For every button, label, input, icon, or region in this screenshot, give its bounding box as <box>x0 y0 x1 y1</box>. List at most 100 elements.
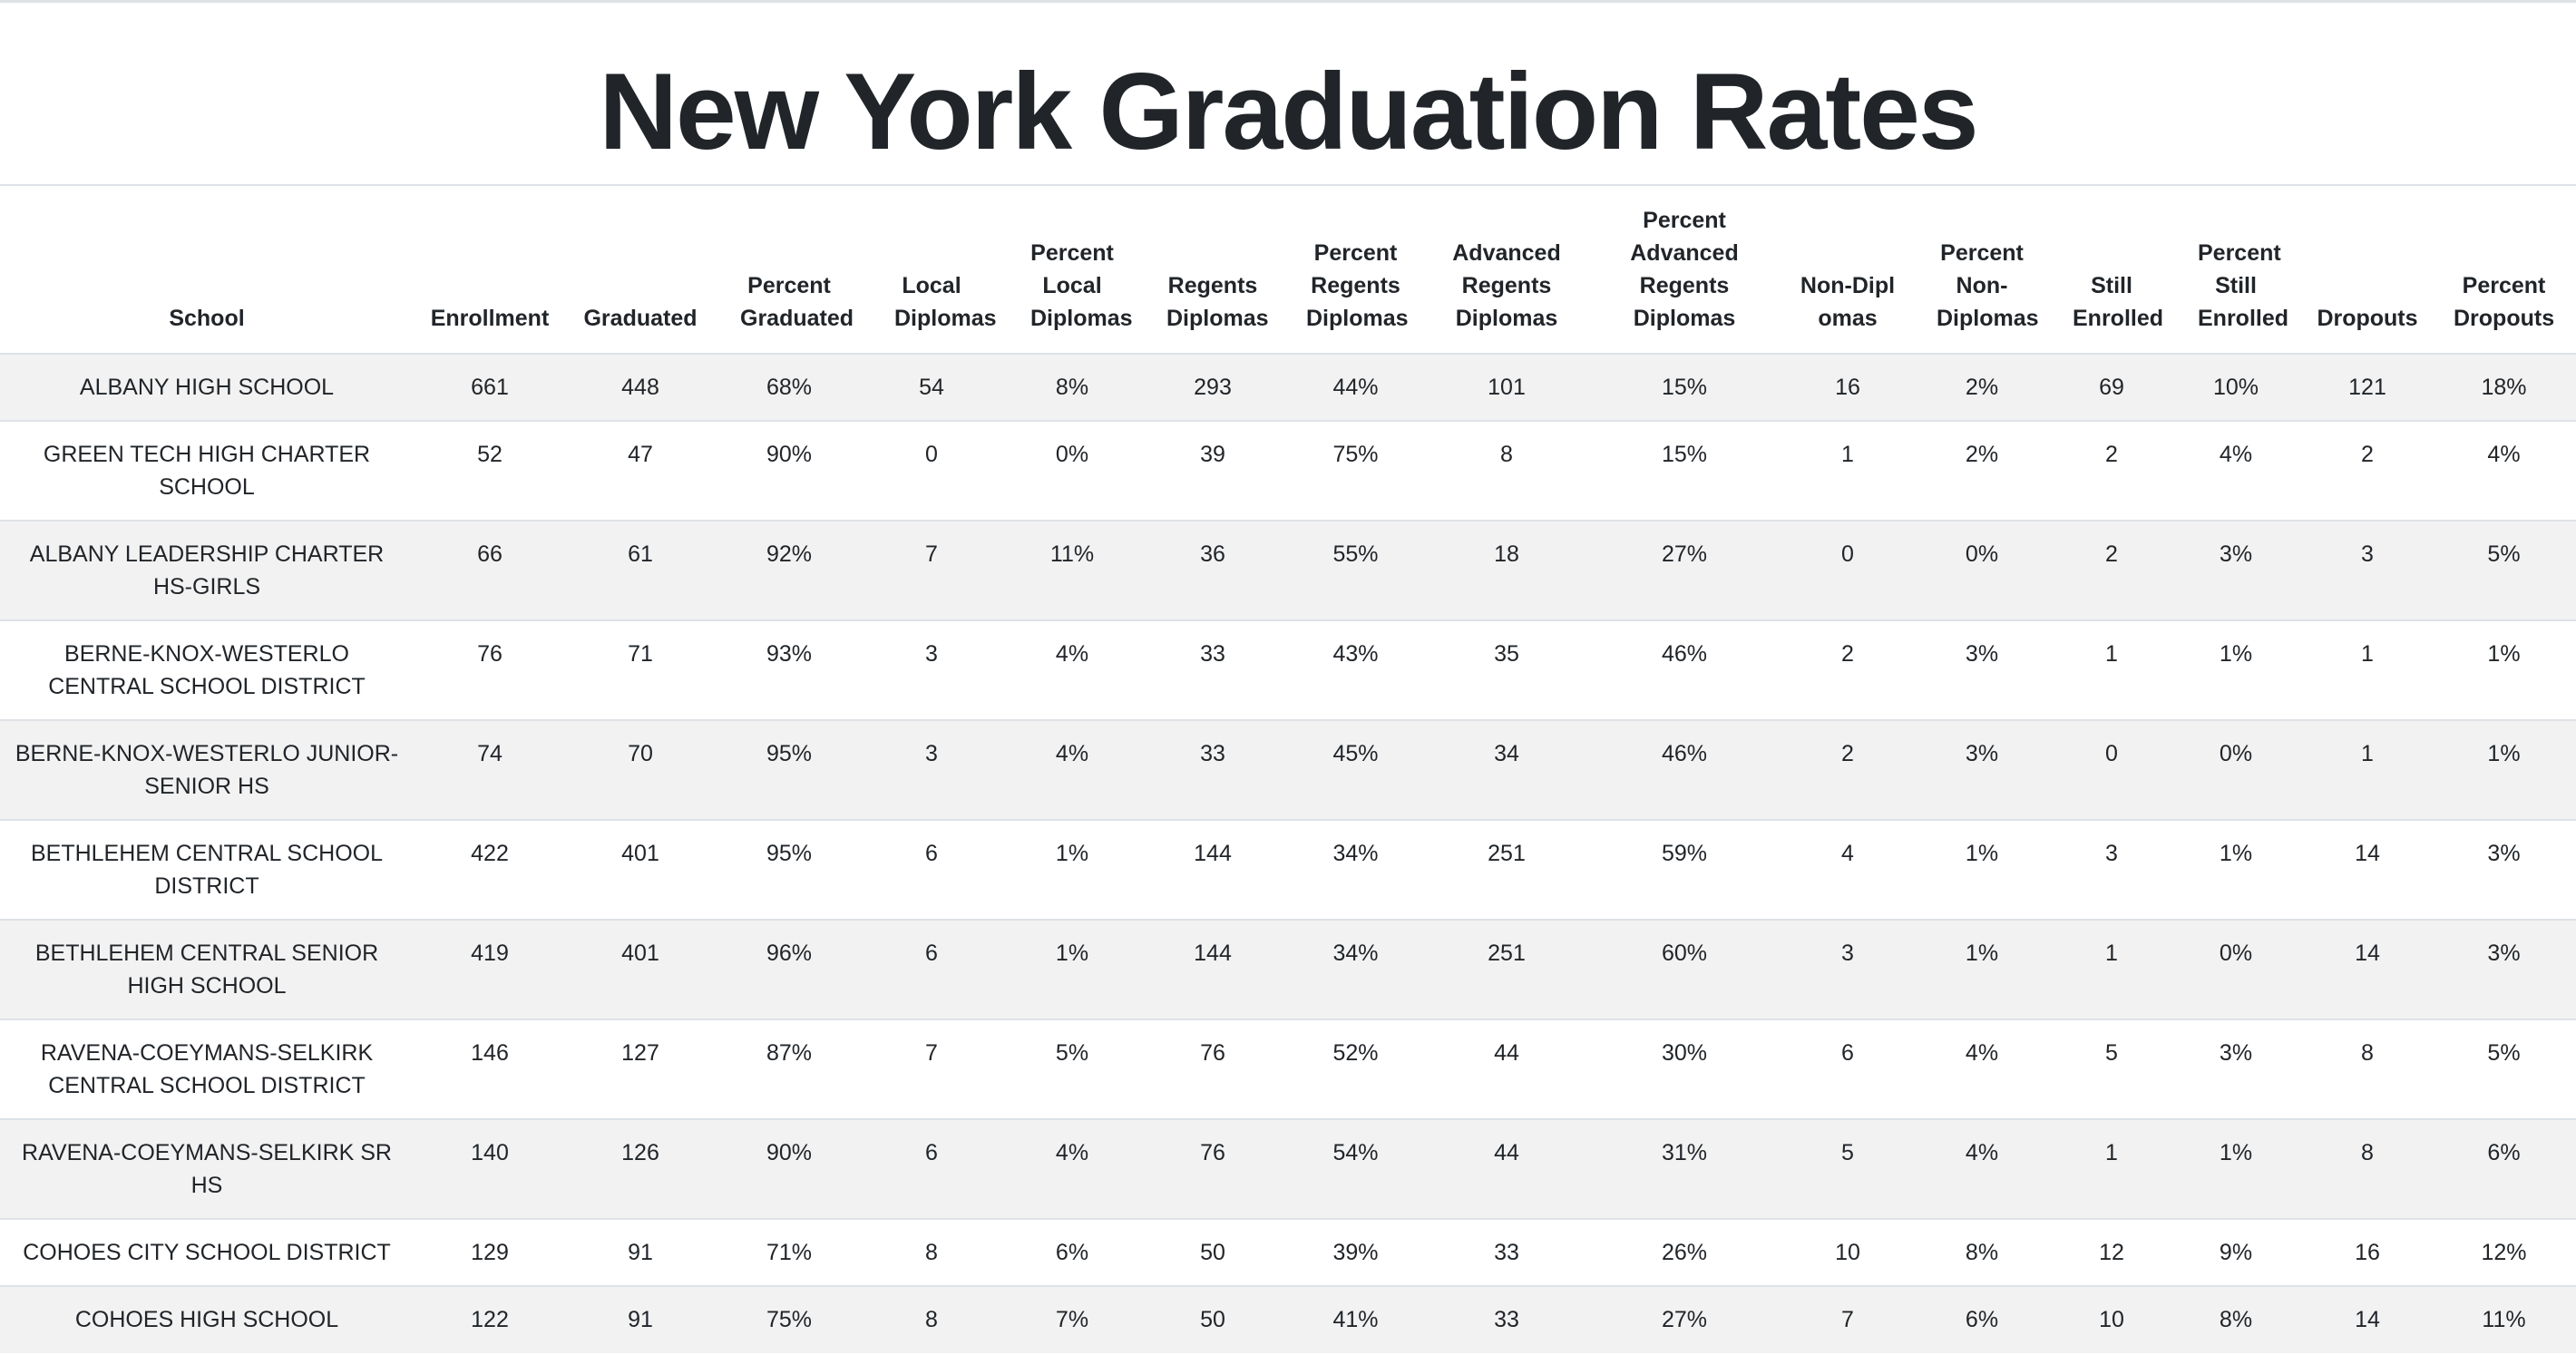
column-header-advanced-regents-diplomas[interactable]: Advanced Regents Diplomas <box>1430 186 1583 355</box>
cell-school: GREEN TECH HIGH CHARTER SCHOOL <box>0 420 414 521</box>
cell-regents-diplomas: 144 <box>1145 819 1281 920</box>
cell-percent-graduated: 93% <box>715 619 864 720</box>
table-row: GREEN TECH HIGH CHARTER SCHOOL 52 47 90% 0 0%… <box>0 420 2576 521</box>
cell-dropouts: 16 <box>2303 1218 2432 1286</box>
cell-school: BETHLEHEM CENTRAL SENIOR HIGH SCHOOL <box>0 919 414 1019</box>
cell-percent-local-diplomas: 0% <box>1000 420 1145 521</box>
cell-percent-local-diplomas: 5% <box>1000 1019 1145 1119</box>
column-header-percent-advanced-regents-diplomas[interactable]: Percent Advanced Regents Diplomas <box>1583 186 1786 355</box>
table-row: BERNE-KNOX-WESTERLO CENTRAL SCHOOL DISTR… <box>0 619 2576 720</box>
cell-regents-diplomas: 76 <box>1145 1019 1281 1119</box>
cell-percent-local-diplomas: 4% <box>1000 1118 1145 1219</box>
column-header-local-diplomas[interactable]: Local Diplomas <box>864 186 1000 355</box>
graduation-rates-table: School Enrollment Graduated Percent Grad… <box>0 186 2576 1353</box>
cell-percent-advanced-regents-diplomas: 30% <box>1583 1019 1786 1119</box>
cell-percent-graduated: 68% <box>715 353 864 421</box>
column-header-percent-dropouts[interactable]: Percent Dropouts <box>2432 186 2576 355</box>
cell-advanced-regents-diplomas: 35 <box>1430 619 1583 720</box>
cell-local-diplomas: 3 <box>864 619 1000 720</box>
cell-percent-still-enrolled: 1% <box>2169 1118 2303 1219</box>
cell-advanced-regents-diplomas: 33 <box>1430 1218 1583 1286</box>
cell-regents-diplomas: 76 <box>1145 1118 1281 1219</box>
column-header-regents-diplomas[interactable]: Regents Diplomas <box>1145 186 1281 355</box>
cell-enrollment: 74 <box>414 719 566 820</box>
cell-graduated: 71 <box>566 619 715 720</box>
cell-percent-still-enrolled: 10% <box>2169 353 2303 421</box>
cell-percent-non-diplomas: 2% <box>1909 420 2054 521</box>
cell-percent-local-diplomas: 11% <box>1000 520 1145 620</box>
cell-local-diplomas: 8 <box>864 1285 1000 1353</box>
cell-percent-advanced-regents-diplomas: 59% <box>1583 819 1786 920</box>
cell-percent-advanced-regents-diplomas: 26% <box>1583 1218 1786 1286</box>
column-header-graduated[interactable]: Graduated <box>566 186 715 355</box>
cell-advanced-regents-diplomas: 44 <box>1430 1118 1583 1219</box>
cell-percent-non-diplomas: 8% <box>1909 1218 2054 1286</box>
cell-local-diplomas: 7 <box>864 520 1000 620</box>
cell-non-diplomas: 6 <box>1786 1019 1909 1119</box>
cell-percent-still-enrolled: 0% <box>2169 919 2303 1019</box>
cell-percent-regents-diplomas: 44% <box>1281 353 1430 421</box>
cell-percent-graduated: 95% <box>715 719 864 820</box>
cell-percent-advanced-regents-diplomas: 15% <box>1583 420 1786 521</box>
column-header-non-diplomas[interactable]: Non-Diplomas <box>1786 186 1909 355</box>
table-row: BERNE-KNOX-WESTERLO JUNIOR-SENIOR HS 74 70… <box>0 719 2576 820</box>
column-header-still-enrolled[interactable]: Still Enrolled <box>2054 186 2169 355</box>
cell-percent-advanced-regents-diplomas: 27% <box>1583 520 1786 620</box>
cell-school: RAVENA-COEYMANS-SELKIRK CENTRAL SCHOOL D… <box>0 1019 414 1119</box>
cell-percent-dropouts: 11% <box>2432 1285 2576 1353</box>
cell-enrollment: 661 <box>414 353 566 421</box>
cell-school: ALBANY HIGH SCHOOL <box>0 353 414 421</box>
column-header-percent-non-diplomas[interactable]: Percent Non-Diplomas <box>1909 186 2054 355</box>
cell-regents-diplomas: 50 <box>1145 1218 1281 1286</box>
cell-graduated: 126 <box>566 1118 715 1219</box>
cell-percent-dropouts: 1% <box>2432 619 2576 720</box>
cell-percent-advanced-regents-diplomas: 60% <box>1583 919 1786 1019</box>
cell-graduated: 127 <box>566 1019 715 1119</box>
cell-still-enrolled: 2 <box>2054 520 2169 620</box>
cell-regents-diplomas: 293 <box>1145 353 1281 421</box>
column-header-dropouts[interactable]: Dropouts <box>2303 186 2432 355</box>
cell-percent-graduated: 92% <box>715 520 864 620</box>
cell-non-diplomas: 16 <box>1786 353 1909 421</box>
column-header-percent-regents-diplomas[interactable]: Percent Regents Diplomas <box>1281 186 1430 355</box>
cell-still-enrolled: 10 <box>2054 1285 2169 1353</box>
cell-graduated: 91 <box>566 1218 715 1286</box>
table-body: ALBANY HIGH SCHOOL 661 448 68% 54 8% 293 44% 101… <box>0 353 2576 1353</box>
table-row: ALBANY HIGH SCHOOL 661 448 68% 54 8% 293 44% 101… <box>0 353 2576 421</box>
cell-percent-still-enrolled: 3% <box>2169 1019 2303 1119</box>
cell-percent-local-diplomas: 1% <box>1000 919 1145 1019</box>
cell-still-enrolled: 12 <box>2054 1218 2169 1286</box>
column-header-percent-graduated[interactable]: Percent Graduated <box>715 186 864 355</box>
cell-graduated: 47 <box>566 420 715 521</box>
cell-dropouts: 1 <box>2303 719 2432 820</box>
cell-school: BETHLEHEM CENTRAL SCHOOL DISTRICT <box>0 819 414 920</box>
cell-non-diplomas: 3 <box>1786 919 1909 1019</box>
cell-percent-graduated: 71% <box>715 1218 864 1286</box>
cell-percent-advanced-regents-diplomas: 15% <box>1583 353 1786 421</box>
column-header-percent-local-diplomas[interactable]: Percent Local Diplomas <box>1000 186 1145 355</box>
cell-regents-diplomas: 33 <box>1145 619 1281 720</box>
cell-advanced-regents-diplomas: 101 <box>1430 353 1583 421</box>
cell-graduated: 448 <box>566 353 715 421</box>
column-header-percent-still-enrolled[interactable]: Percent Still Enrolled <box>2169 186 2303 355</box>
cell-enrollment: 422 <box>414 819 566 920</box>
cell-still-enrolled: 1 <box>2054 619 2169 720</box>
column-header-enrollment[interactable]: Enrollment <box>414 186 566 355</box>
cell-enrollment: 129 <box>414 1218 566 1286</box>
cell-advanced-regents-diplomas: 251 <box>1430 819 1583 920</box>
top-divider <box>0 0 2576 3</box>
cell-non-diplomas: 2 <box>1786 619 1909 720</box>
cell-still-enrolled: 1 <box>2054 1118 2169 1219</box>
cell-non-diplomas: 10 <box>1786 1218 1909 1286</box>
cell-percent-graduated: 75% <box>715 1285 864 1353</box>
cell-regents-diplomas: 144 <box>1145 919 1281 1019</box>
cell-regents-diplomas: 36 <box>1145 520 1281 620</box>
table-row: RAVENA-COEYMANS-SELKIRK SR HS 140 126 90% 6 4… <box>0 1118 2576 1219</box>
cell-percent-non-diplomas: 3% <box>1909 719 2054 820</box>
cell-percent-advanced-regents-diplomas: 27% <box>1583 1285 1786 1353</box>
table-row: RAVENA-COEYMANS-SELKIRK CENTRAL SCHOOL D… <box>0 1019 2576 1119</box>
cell-enrollment: 66 <box>414 520 566 620</box>
cell-regents-diplomas: 33 <box>1145 719 1281 820</box>
column-header-school[interactable]: School <box>0 186 414 355</box>
cell-percent-advanced-regents-diplomas: 46% <box>1583 719 1786 820</box>
